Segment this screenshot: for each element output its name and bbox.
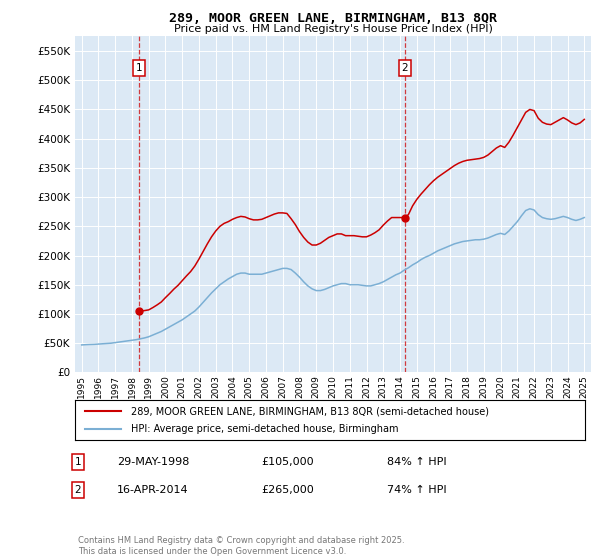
Text: 29-MAY-1998: 29-MAY-1998 xyxy=(117,457,190,467)
Text: 289, MOOR GREEN LANE, BIRMINGHAM, B13 8QR: 289, MOOR GREEN LANE, BIRMINGHAM, B13 8Q… xyxy=(169,12,497,25)
Text: 1: 1 xyxy=(74,457,82,467)
Text: 2: 2 xyxy=(74,485,82,495)
Text: £105,000: £105,000 xyxy=(261,457,314,467)
Text: 289, MOOR GREEN LANE, BIRMINGHAM, B13 8QR (semi-detached house): 289, MOOR GREEN LANE, BIRMINGHAM, B13 8Q… xyxy=(131,407,489,417)
Text: 2: 2 xyxy=(401,63,408,73)
Text: 84% ↑ HPI: 84% ↑ HPI xyxy=(387,457,446,467)
Text: 74% ↑ HPI: 74% ↑ HPI xyxy=(387,485,446,495)
Text: Price paid vs. HM Land Registry's House Price Index (HPI): Price paid vs. HM Land Registry's House … xyxy=(173,24,493,34)
Text: 1: 1 xyxy=(136,63,142,73)
Text: HPI: Average price, semi-detached house, Birmingham: HPI: Average price, semi-detached house,… xyxy=(131,423,398,433)
Text: 16-APR-2014: 16-APR-2014 xyxy=(117,485,188,495)
Text: £265,000: £265,000 xyxy=(261,485,314,495)
Text: Contains HM Land Registry data © Crown copyright and database right 2025.
This d: Contains HM Land Registry data © Crown c… xyxy=(78,536,404,556)
